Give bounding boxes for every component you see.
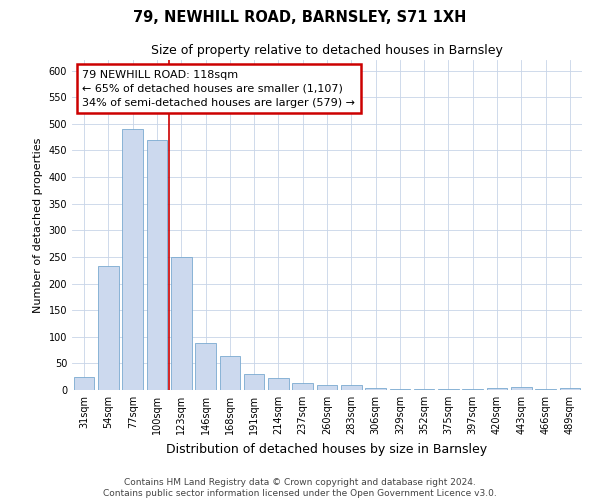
Bar [341, 385, 362, 390]
Bar [511, 388, 532, 390]
Bar [146, 140, 167, 390]
Bar [171, 257, 191, 390]
Text: 79 NEWHILL ROAD: 118sqm
← 65% of detached houses are smaller (1,107)
34% of semi: 79 NEWHILL ROAD: 118sqm ← 65% of detache… [82, 70, 355, 108]
Bar [195, 343, 216, 390]
Text: Contains HM Land Registry data © Crown copyright and database right 2024.
Contai: Contains HM Land Registry data © Crown c… [103, 478, 497, 498]
Bar [389, 389, 410, 390]
Bar [220, 356, 240, 390]
Title: Size of property relative to detached houses in Barnsley: Size of property relative to detached ho… [151, 44, 503, 58]
Bar [317, 384, 337, 390]
Bar [487, 388, 508, 390]
Bar [292, 383, 313, 390]
Y-axis label: Number of detached properties: Number of detached properties [33, 138, 43, 312]
Bar [560, 388, 580, 390]
X-axis label: Distribution of detached houses by size in Barnsley: Distribution of detached houses by size … [166, 442, 488, 456]
Bar [244, 374, 265, 390]
Bar [122, 129, 143, 390]
Bar [268, 378, 289, 390]
Bar [74, 376, 94, 390]
Bar [98, 266, 119, 390]
Bar [365, 388, 386, 390]
Text: 79, NEWHILL ROAD, BARNSLEY, S71 1XH: 79, NEWHILL ROAD, BARNSLEY, S71 1XH [133, 10, 467, 25]
